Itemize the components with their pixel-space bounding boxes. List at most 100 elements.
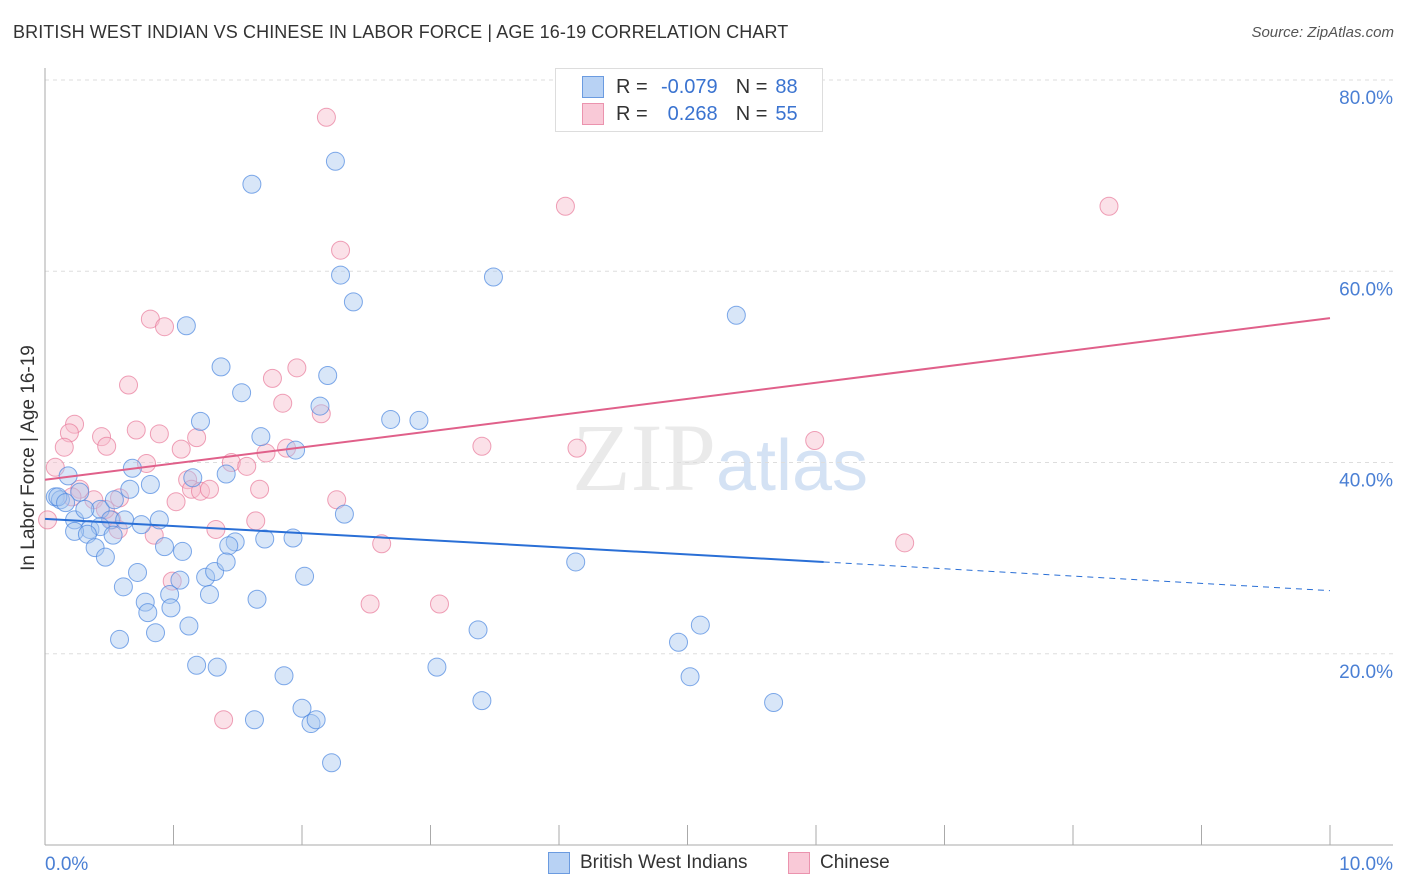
british-west-indian-point <box>566 552 586 572</box>
legend-item-british-west-indians[interactable]: British West Indians <box>548 852 748 874</box>
british-west-indian-point <box>183 468 203 488</box>
british-west-indian-point <box>468 620 488 640</box>
british-west-indian-point <box>138 603 158 623</box>
n-label: N = <box>735 75 768 98</box>
chart-title: BRITISH WEST INDIAN VS CHINESE IN LABOR … <box>13 22 789 42</box>
r-value: -0.079 <box>660 75 718 98</box>
british-west-indian-point <box>310 396 330 416</box>
british-west-indian-point <box>56 493 76 513</box>
legend-item-chinese[interactable]: Chinese <box>788 852 890 874</box>
british-west-indian-point <box>251 427 271 447</box>
chinese-point <box>97 436 117 456</box>
british-west-indian-point <box>161 598 181 618</box>
chinese-point <box>246 511 266 531</box>
british-west-indian-point <box>427 657 447 677</box>
british-west-indian-point <box>140 474 160 494</box>
chinese-point <box>316 107 336 127</box>
chinese-point <box>273 393 293 413</box>
legend-label: British West Indians <box>580 852 748 873</box>
british-west-indian-point <box>104 490 124 510</box>
chinese-point <box>472 436 492 456</box>
british-west-indian-point <box>242 174 262 194</box>
y-tick-label: 80.0% <box>1339 88 1393 109</box>
british-west-indian-point <box>232 383 252 403</box>
r-label: R = <box>616 75 648 98</box>
british-west-indian-point <box>690 615 710 635</box>
british-west-indian-point <box>255 529 275 549</box>
british-west-indian-trendline <box>44 517 824 563</box>
chinese-point <box>155 317 175 337</box>
british-west-indian-point <box>190 411 210 431</box>
british-west-indian-point <box>483 267 503 287</box>
british-west-indian-point <box>244 710 264 730</box>
chinese-point <box>360 594 380 614</box>
chinese-point <box>567 438 587 458</box>
stats-row-british-west-indians: R = -0.079 N = 88 <box>582 73 798 101</box>
british-west-indian-point <box>325 151 345 171</box>
british-west-indian-point <box>322 753 342 773</box>
chinese-point <box>429 594 449 614</box>
n-label: N = <box>735 102 768 125</box>
british-west-indian-point <box>381 409 401 429</box>
british-west-indian-point <box>146 623 166 643</box>
chinese-point <box>171 439 191 459</box>
british-west-indian-point <box>301 714 321 734</box>
chinese-point <box>287 358 307 378</box>
y-tick-label: 20.0% <box>1339 662 1393 683</box>
british-west-indian-point <box>103 525 123 545</box>
british-west-indian-point <box>726 305 746 325</box>
blue-swatch-icon <box>548 852 570 874</box>
british-west-indian-point <box>207 657 227 677</box>
chinese-point <box>92 427 112 447</box>
y-axis-label: In Labor Force | Age 16-19 <box>18 345 39 571</box>
british-west-indian-point <box>101 510 121 530</box>
british-west-indian-point <box>65 521 85 541</box>
chinese-point <box>214 710 234 730</box>
chinese-point <box>895 533 915 553</box>
chinese-point <box>126 420 146 440</box>
british-west-indian-point <box>110 629 130 649</box>
british-west-indian-point <box>409 410 429 430</box>
chinese-point <box>59 423 79 443</box>
chinese-point <box>187 428 207 448</box>
chinese-point <box>262 368 282 388</box>
chinese-point <box>237 456 257 476</box>
british-west-indian-point <box>75 499 95 519</box>
british-west-indian-point <box>331 265 351 285</box>
british-west-indian-point <box>669 632 689 652</box>
british-west-indian-point <box>216 552 236 572</box>
british-west-indian-point <box>199 584 219 604</box>
chinese-trendline <box>44 317 1331 481</box>
british-west-indian-point <box>128 562 148 582</box>
british-west-indian-point <box>120 479 140 499</box>
british-west-indian-point <box>334 504 354 524</box>
british-west-indian-point <box>295 566 315 586</box>
british-west-indian-point <box>219 536 239 556</box>
chinese-point <box>555 196 575 216</box>
british-west-indian-point <box>172 541 192 561</box>
british-west-indian-point <box>318 365 338 385</box>
legend-label: Chinese <box>820 852 890 873</box>
source-label: Source: ZipAtlas.com <box>1251 24 1394 41</box>
n-value: 88 <box>775 75 798 98</box>
british-west-indian-point <box>211 357 231 377</box>
british-west-indian-point <box>176 316 196 336</box>
pink-swatch-icon <box>582 103 604 125</box>
british-west-indian-point <box>187 655 207 675</box>
british-west-indian-point <box>115 510 135 530</box>
british-west-indian-point <box>179 616 199 636</box>
x-tick-label-max: 10.0% <box>1339 854 1393 875</box>
stats-row-chinese: R = 0.268 N = 55 <box>582 100 798 128</box>
british-west-indian-trendline-extension <box>823 561 1331 592</box>
british-west-indian-point <box>50 490 70 510</box>
r-label: R = <box>616 102 648 125</box>
british-west-indian-point <box>216 464 236 484</box>
x-tick-label-min: 0.0% <box>45 854 88 875</box>
chinese-point <box>221 453 241 472</box>
british-west-indian-point <box>764 693 784 713</box>
chinese-point <box>805 431 825 451</box>
r-value: 0.268 <box>667 102 718 125</box>
stats-legend: R = -0.079 N = 88 R = 0.268 N = 55 <box>555 68 823 132</box>
n-value: 55 <box>775 102 798 125</box>
